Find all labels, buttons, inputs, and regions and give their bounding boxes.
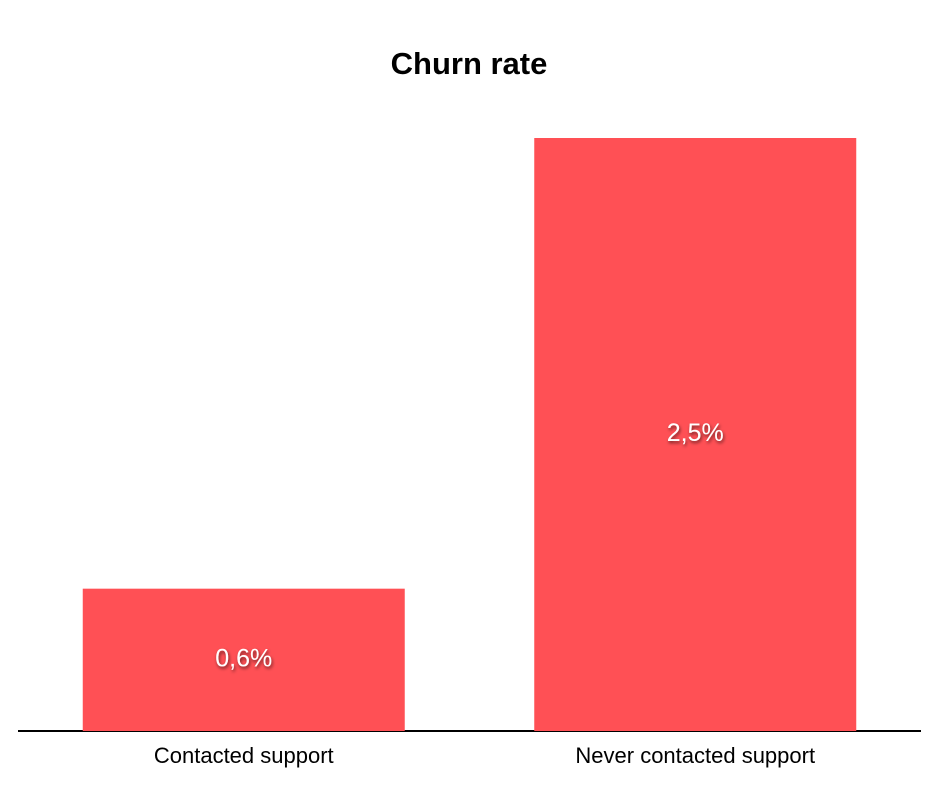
bar [82, 588, 405, 731]
chart-title: Churn rate [391, 46, 548, 81]
value-label: 2,5% [667, 419, 724, 447]
x-tick-label: Never contacted support [575, 743, 815, 768]
value-label: 0,6% [215, 644, 272, 672]
x-tick-label: Contacted support [154, 743, 334, 768]
bar [534, 138, 857, 731]
